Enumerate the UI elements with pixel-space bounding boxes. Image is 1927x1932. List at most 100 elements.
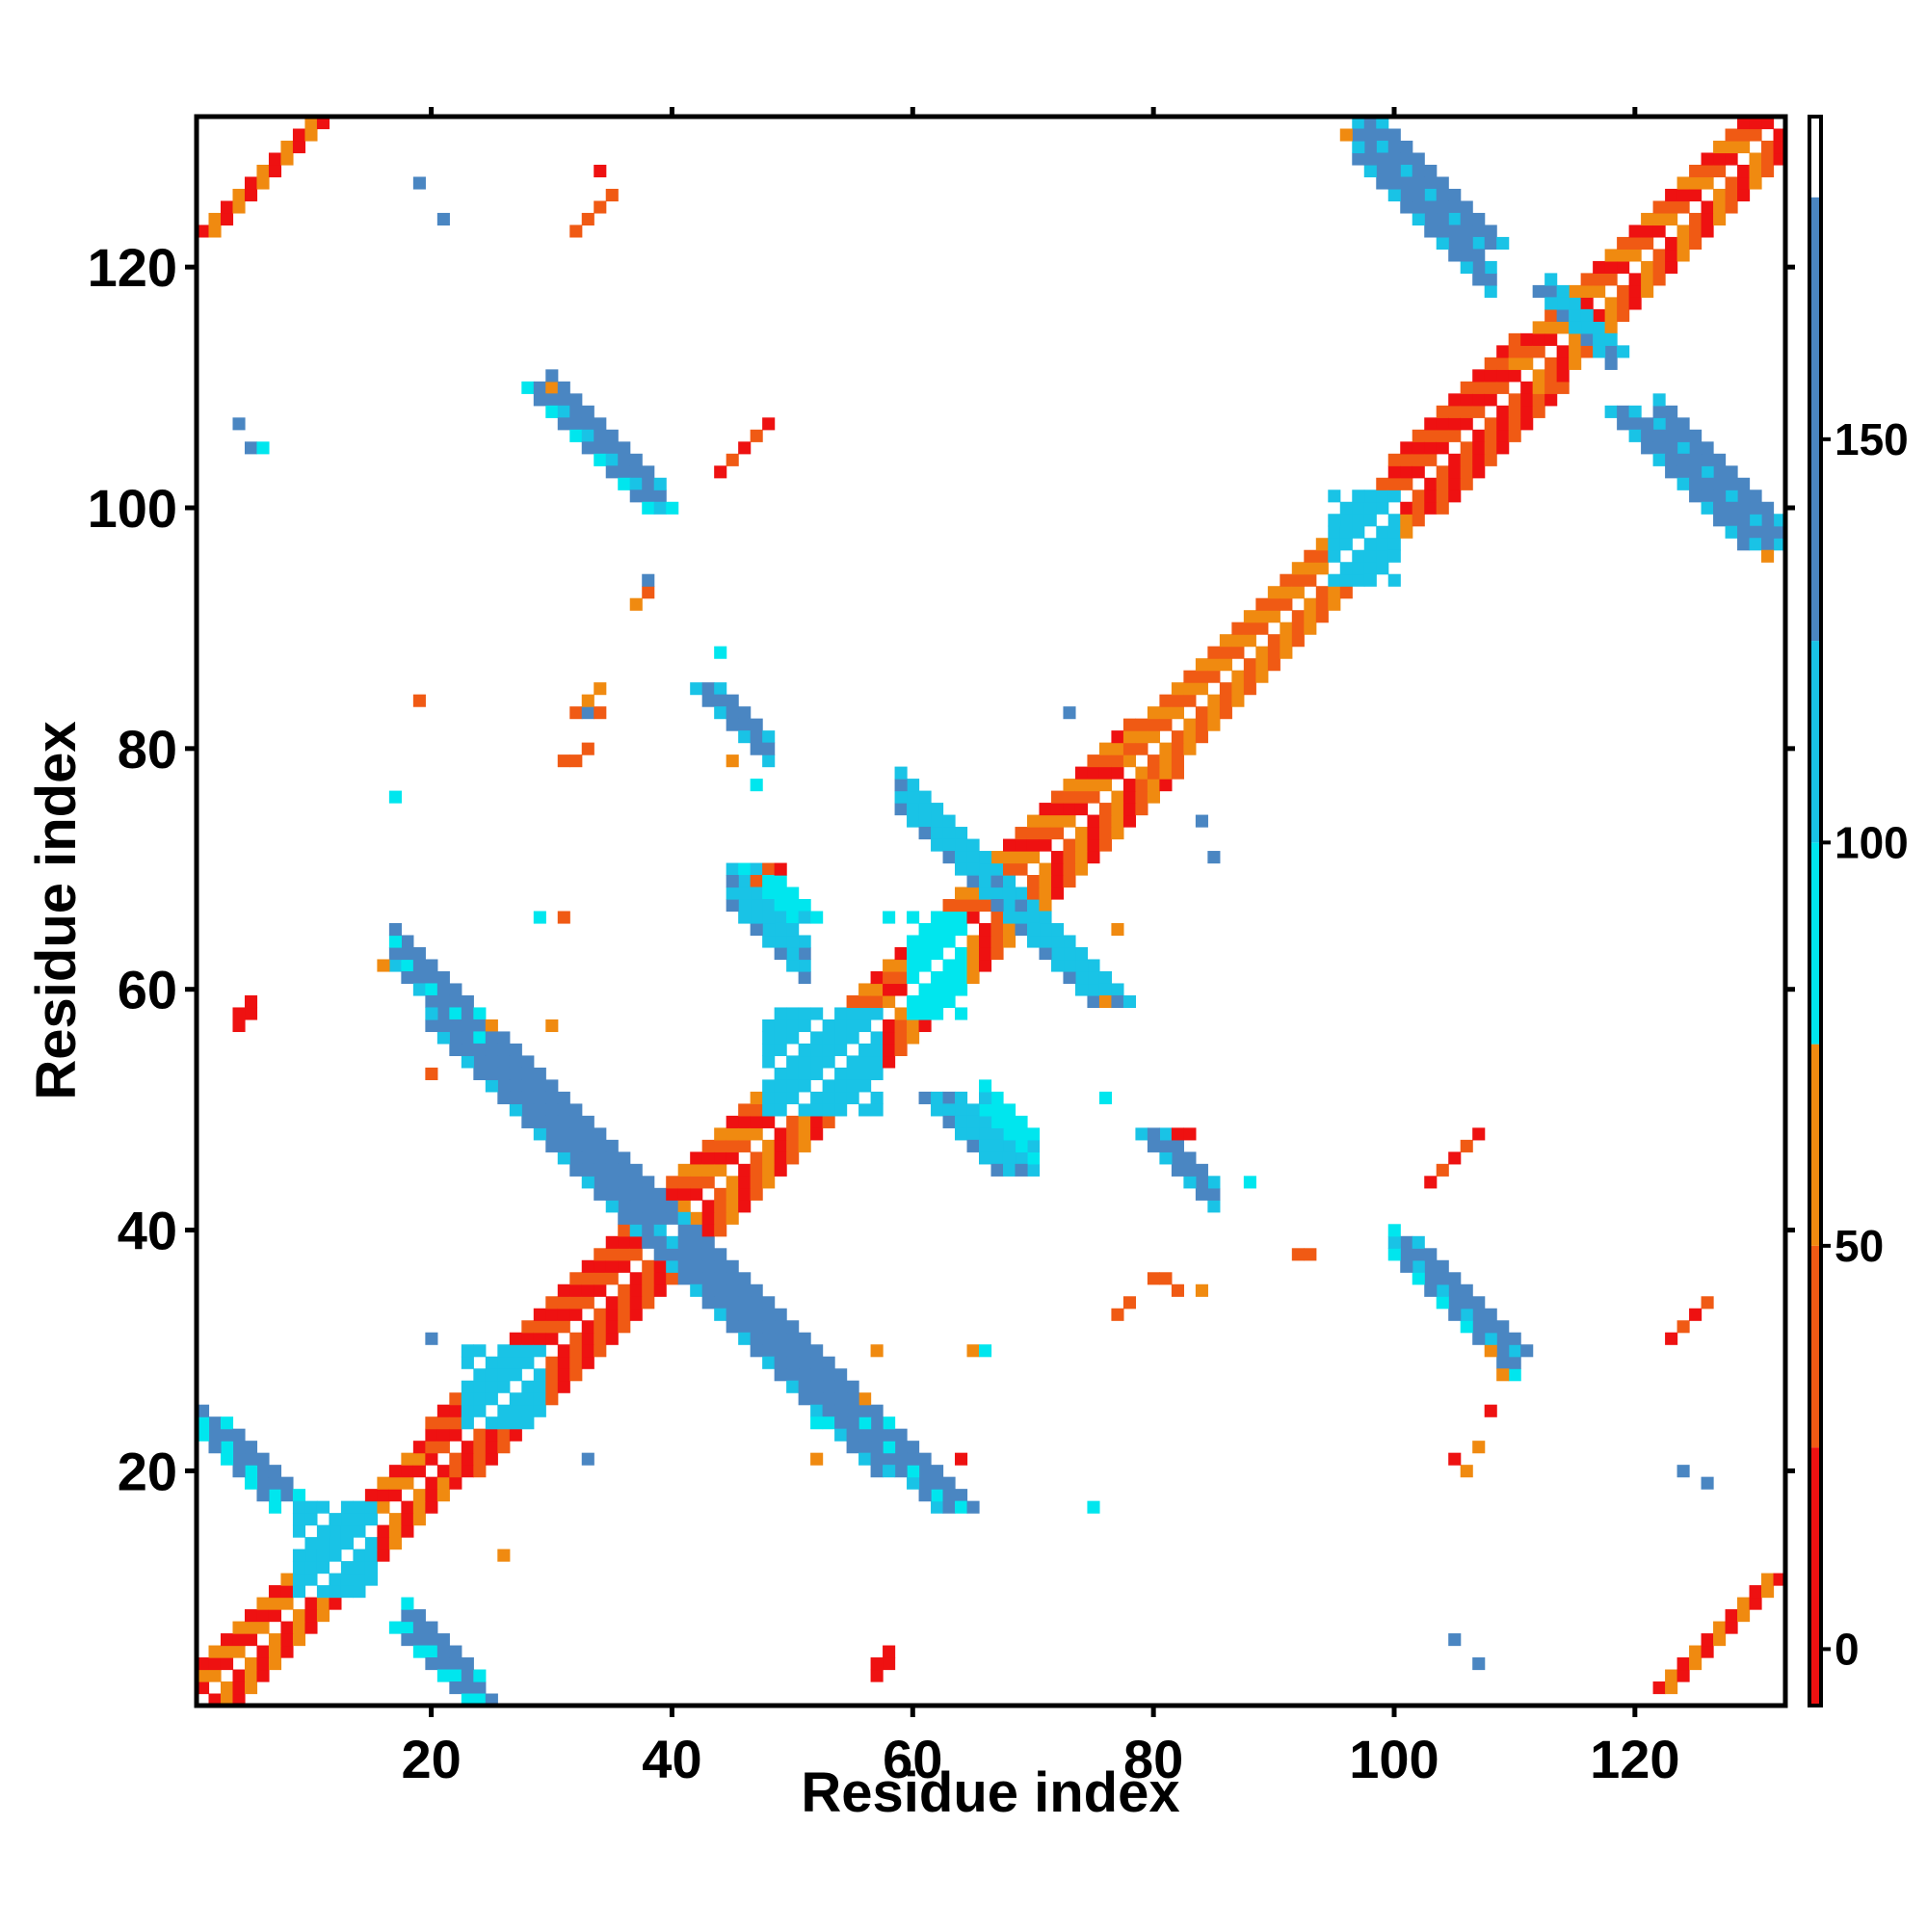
heatmap-cell xyxy=(979,1103,992,1117)
heatmap-cell xyxy=(1689,188,1703,202)
heatmap-cell xyxy=(762,1019,776,1033)
heatmap-cell xyxy=(942,814,956,828)
heatmap-cell xyxy=(425,1067,438,1080)
heatmap-cell xyxy=(1026,827,1041,840)
heatmap-cell xyxy=(618,1320,631,1334)
heatmap-cell xyxy=(497,1055,511,1069)
heatmap-cell xyxy=(1098,779,1113,792)
heatmap-cell xyxy=(1713,465,1727,479)
heatmap-cell xyxy=(232,417,246,431)
y-tick-label: 60 xyxy=(118,960,177,1020)
heatmap-cell xyxy=(569,1368,583,1382)
heatmap-cell xyxy=(594,1320,607,1334)
heatmap-cell xyxy=(677,1211,691,1225)
heatmap-cell xyxy=(521,1416,535,1430)
heatmap-cell xyxy=(1532,284,1545,298)
heatmap-cell xyxy=(846,1067,859,1080)
heatmap-cell xyxy=(569,429,583,442)
heatmap-cell xyxy=(1039,862,1052,876)
heatmap-cell xyxy=(533,1079,546,1093)
heatmap-cell xyxy=(990,1151,1004,1165)
heatmap-cell xyxy=(1352,152,1365,166)
heatmap-cell xyxy=(1315,562,1329,575)
heatmap-cell xyxy=(618,1224,631,1237)
heatmap-cell xyxy=(1544,369,1558,383)
heatmap-cell xyxy=(786,1115,800,1128)
heatmap-cell xyxy=(449,1416,462,1430)
heatmap-cell xyxy=(1352,525,1365,539)
heatmap-cell xyxy=(509,1091,522,1104)
heatmap-cell xyxy=(1015,1115,1028,1128)
heatmap-cell xyxy=(979,935,992,948)
heatmap-cell xyxy=(256,1657,270,1671)
heatmap-cell xyxy=(1472,249,1486,262)
heatmap-cell xyxy=(931,922,944,937)
heatmap-cell xyxy=(1074,959,1089,972)
heatmap-cell xyxy=(858,1019,872,1033)
heatmap-cell xyxy=(1484,369,1497,383)
heatmap-cell xyxy=(605,441,619,455)
heatmap-cell xyxy=(642,490,655,503)
heatmap-cell xyxy=(316,1537,330,1550)
heatmap-cell xyxy=(1652,429,1666,442)
heatmap-cell xyxy=(268,1476,282,1490)
heatmap-cell xyxy=(1436,417,1449,431)
heatmap-cell xyxy=(436,1441,450,1454)
heatmap-cell xyxy=(545,1103,559,1117)
heatmap-cell xyxy=(1713,477,1727,490)
heatmap-cell xyxy=(883,1055,896,1069)
heatmap-cell xyxy=(1436,1284,1449,1297)
heatmap-cell xyxy=(1267,634,1280,648)
heatmap-cell xyxy=(594,1259,607,1273)
heatmap-cell xyxy=(955,827,968,840)
heatmap-cell xyxy=(714,1259,727,1273)
heatmap-cell xyxy=(1400,453,1413,466)
heatmap-cell xyxy=(1255,622,1269,635)
heatmap-cell xyxy=(401,1524,414,1538)
heatmap-cell xyxy=(1508,332,1521,346)
heatmap-cell xyxy=(1304,549,1317,563)
heatmap-cell xyxy=(894,1465,908,1478)
heatmap-cell xyxy=(955,1489,968,1502)
heatmap-cell xyxy=(412,1500,426,1514)
heatmap-cell xyxy=(605,1248,619,1261)
heatmap-cell xyxy=(545,393,559,407)
heatmap-cell xyxy=(738,1187,752,1201)
heatmap-cell xyxy=(1460,1320,1473,1334)
heatmap-cell xyxy=(931,1103,944,1117)
heatmap-cell xyxy=(1387,477,1401,490)
heatmap-cell xyxy=(449,994,462,1009)
heatmap-cell xyxy=(1701,1296,1714,1310)
heatmap-cell xyxy=(1424,1259,1438,1273)
heatmap-cell xyxy=(1002,911,1016,924)
heatmap-cell xyxy=(1520,1344,1534,1358)
heatmap-cell xyxy=(232,1621,246,1634)
heatmap-cell xyxy=(605,1163,619,1177)
heatmap-cell xyxy=(256,176,270,190)
heatmap-cell xyxy=(340,1524,354,1538)
heatmap-cell xyxy=(425,1019,438,1033)
heatmap-cell xyxy=(1761,164,1775,178)
heatmap-cell xyxy=(208,1657,222,1671)
heatmap-cell xyxy=(473,1055,487,1069)
heatmap-cell xyxy=(1556,284,1570,298)
heatmap-cell xyxy=(883,1428,896,1442)
heatmap-cell xyxy=(786,911,800,924)
heatmap-cell xyxy=(1255,658,1269,672)
heatmap-cell xyxy=(1231,622,1245,635)
heatmap-cell xyxy=(1460,393,1473,407)
heatmap-cell xyxy=(533,381,546,394)
heatmap-cell xyxy=(1376,152,1389,166)
heatmap-cell xyxy=(966,959,980,972)
heatmap-cell xyxy=(1098,827,1113,840)
heatmap-cell xyxy=(364,1489,378,1502)
heatmap-cell xyxy=(581,1344,594,1358)
heatmap-cell xyxy=(1376,549,1389,563)
heatmap-cell xyxy=(918,1019,932,1033)
heatmap-cell xyxy=(1026,1127,1041,1141)
heatmap-cell xyxy=(425,959,438,972)
heatmap-cell xyxy=(605,1235,619,1249)
heatmap-cell xyxy=(1689,225,1703,238)
heatmap-cell xyxy=(774,1127,787,1141)
